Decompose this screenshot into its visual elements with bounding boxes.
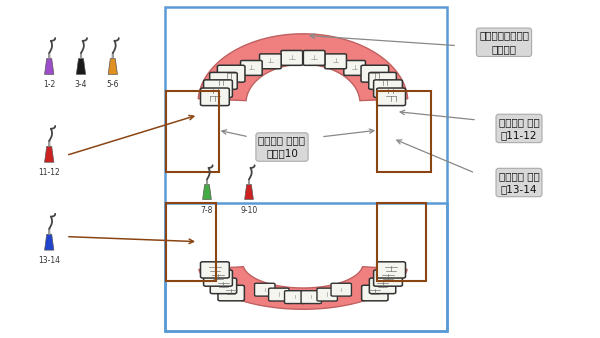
Polygon shape	[206, 179, 208, 185]
Polygon shape	[49, 141, 50, 146]
FancyBboxPatch shape	[200, 88, 229, 105]
Polygon shape	[245, 185, 253, 199]
Text: 1-2: 1-2	[43, 80, 55, 90]
FancyBboxPatch shape	[304, 50, 325, 65]
Text: 7-8: 7-8	[201, 206, 213, 215]
Polygon shape	[199, 267, 407, 309]
FancyBboxPatch shape	[281, 50, 302, 65]
Text: 13-14: 13-14	[38, 256, 60, 265]
Text: 5-6: 5-6	[107, 80, 119, 90]
FancyBboxPatch shape	[203, 270, 232, 286]
FancyBboxPatch shape	[301, 291, 322, 304]
FancyBboxPatch shape	[260, 54, 281, 69]
FancyBboxPatch shape	[344, 61, 365, 75]
Text: 前歯部・小臼歯部
＃１～６: 前歯部・小臼歯部 ＃１～６	[479, 31, 529, 54]
Bar	[166, 91, 219, 172]
FancyBboxPatch shape	[284, 291, 305, 304]
FancyBboxPatch shape	[317, 288, 337, 301]
FancyBboxPatch shape	[209, 72, 237, 89]
FancyBboxPatch shape	[241, 61, 262, 75]
FancyBboxPatch shape	[377, 262, 406, 278]
FancyBboxPatch shape	[217, 65, 245, 82]
FancyBboxPatch shape	[370, 278, 396, 294]
FancyBboxPatch shape	[331, 283, 352, 296]
Bar	[165, 203, 447, 331]
Bar	[166, 203, 216, 281]
Polygon shape	[44, 146, 54, 162]
Polygon shape	[44, 58, 54, 74]
Polygon shape	[49, 229, 50, 234]
Text: 大臼歯部 近心
＃11-12: 大臼歯部 近心 ＃11-12	[499, 117, 539, 140]
Polygon shape	[49, 53, 50, 58]
Bar	[377, 91, 431, 172]
Text: 9-10: 9-10	[241, 206, 257, 215]
FancyBboxPatch shape	[369, 72, 397, 89]
Polygon shape	[198, 34, 408, 101]
Polygon shape	[80, 53, 82, 58]
Polygon shape	[76, 58, 86, 74]
FancyBboxPatch shape	[269, 288, 289, 301]
Polygon shape	[108, 58, 118, 74]
FancyBboxPatch shape	[254, 283, 275, 296]
FancyBboxPatch shape	[374, 270, 403, 286]
FancyBboxPatch shape	[218, 285, 244, 301]
Polygon shape	[248, 179, 250, 185]
Text: 11-12: 11-12	[38, 168, 60, 177]
Bar	[377, 203, 426, 281]
Text: 大臼歯部 頬舌面
＃７～10: 大臼歯部 頬舌面 ＃７～10	[259, 136, 305, 159]
FancyBboxPatch shape	[210, 278, 236, 294]
Bar	[165, 7, 447, 331]
FancyBboxPatch shape	[203, 80, 232, 97]
FancyBboxPatch shape	[361, 65, 389, 82]
Text: 3-4: 3-4	[75, 80, 87, 90]
FancyBboxPatch shape	[325, 54, 346, 69]
FancyBboxPatch shape	[377, 88, 406, 105]
Text: 大臼歯部 遠心
＃13-14: 大臼歯部 遠心 ＃13-14	[499, 171, 539, 194]
FancyBboxPatch shape	[374, 80, 403, 97]
Polygon shape	[112, 53, 113, 58]
Polygon shape	[203, 185, 211, 199]
FancyBboxPatch shape	[362, 285, 388, 301]
Polygon shape	[44, 234, 54, 250]
FancyBboxPatch shape	[200, 262, 229, 278]
